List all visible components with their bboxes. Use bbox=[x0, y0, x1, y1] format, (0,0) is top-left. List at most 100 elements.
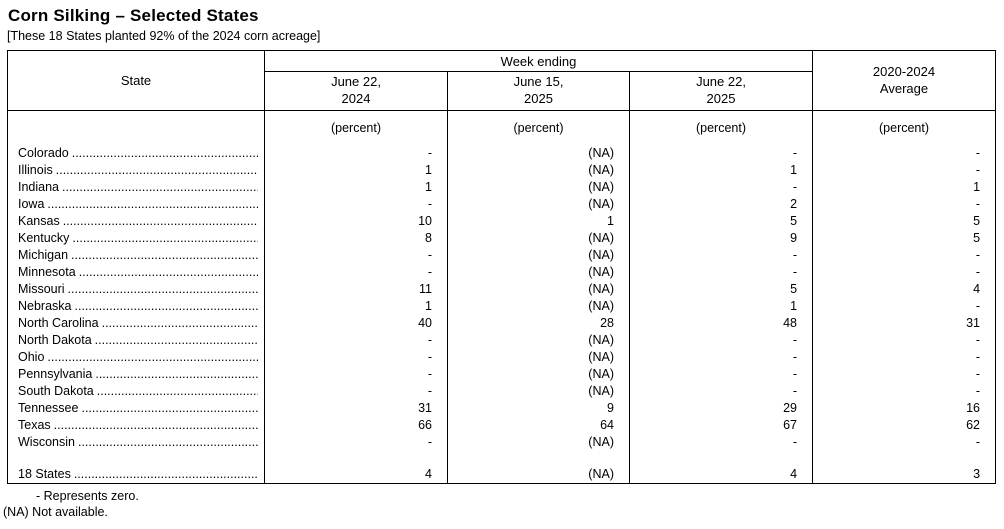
dotted-leader bbox=[95, 366, 258, 383]
date-2-line1: June 15, bbox=[513, 74, 564, 90]
unit-cell-3: (percent) bbox=[628, 110, 813, 145]
value-cell bbox=[812, 450, 996, 464]
state-name: North Dakota bbox=[18, 332, 92, 347]
state-name: Michigan bbox=[18, 247, 69, 262]
value-cell: 1 bbox=[264, 161, 448, 179]
state-name-cell: Minnesota bbox=[8, 264, 265, 281]
value-cell bbox=[628, 450, 813, 464]
value-cell: - bbox=[264, 348, 448, 366]
value-cell: 5 bbox=[812, 229, 996, 247]
state-name: South Dakota bbox=[18, 383, 94, 398]
value-cell: - bbox=[264, 331, 448, 349]
value-cell: - bbox=[812, 433, 996, 451]
table-row: Wisconsin-(NA)-- bbox=[8, 433, 996, 451]
state-name-cell: Pennsylvania bbox=[8, 366, 265, 383]
value-cell: 48 bbox=[628, 314, 813, 332]
value-cell: (NA) bbox=[447, 348, 630, 366]
value-cell: 64 bbox=[447, 416, 630, 434]
value-cell: 28 bbox=[447, 314, 630, 332]
dotted-leader bbox=[71, 247, 258, 264]
state-name-cell: Nebraska bbox=[8, 298, 265, 315]
page-title: Corn Silking – Selected States bbox=[8, 6, 259, 25]
table-row: Minnesota-(NA)-- bbox=[8, 263, 996, 281]
table-row: Nebraska1(NA)1- bbox=[8, 297, 996, 315]
value-cell: - bbox=[628, 246, 813, 264]
header-row-week: State Week ending 2020-2024 Average bbox=[7, 50, 996, 111]
value-cell: - bbox=[628, 144, 813, 162]
value-cell: 1 bbox=[264, 178, 448, 196]
value-cell: - bbox=[264, 246, 448, 264]
value-cell: 66 bbox=[264, 416, 448, 434]
dotted-leader bbox=[79, 264, 258, 281]
value-cell: - bbox=[812, 365, 996, 383]
value-cell: 2 bbox=[628, 195, 813, 213]
value-cell: (NA) bbox=[447, 297, 630, 315]
state-name-cell: Colorado bbox=[8, 145, 265, 162]
dotted-leader bbox=[54, 417, 258, 434]
value-cell: 31 bbox=[264, 399, 448, 417]
table-row: Iowa-(NA)2- bbox=[8, 195, 996, 213]
date-3-line2: 2025 bbox=[706, 91, 736, 106]
dotted-leader bbox=[95, 332, 258, 349]
value-cell: 62 bbox=[812, 416, 996, 434]
header-row-dates: June 22, 2024 June 15, 2025 June 22, 202… bbox=[8, 71, 996, 111]
value-cell: - bbox=[628, 331, 813, 349]
state-name: Iowa bbox=[18, 196, 45, 211]
value-cell: - bbox=[628, 382, 813, 400]
state-column-header: State bbox=[7, 50, 265, 111]
value-cell: - bbox=[812, 195, 996, 213]
value-cell: 5 bbox=[812, 212, 996, 230]
table-row: Ohio-(NA)-- bbox=[8, 348, 996, 366]
value-cell: 31 bbox=[812, 314, 996, 332]
state-name: North Carolina bbox=[18, 315, 99, 330]
value-cell: 5 bbox=[628, 212, 813, 230]
state-name-cell: Texas bbox=[8, 417, 265, 434]
state-name-cell: Missouri bbox=[8, 281, 265, 298]
state-name-cell: Wisconsin bbox=[8, 434, 265, 451]
value-cell: 9 bbox=[628, 229, 813, 247]
table-row: Indiana1(NA)-1 bbox=[8, 178, 996, 196]
table-row: Colorado-(NA)-- bbox=[8, 144, 996, 162]
value-cell: (NA) bbox=[447, 144, 630, 162]
dotted-leader bbox=[81, 400, 258, 417]
value-cell: - bbox=[812, 382, 996, 400]
value-cell: 8 bbox=[264, 229, 448, 247]
average-header-line2: Average bbox=[879, 80, 929, 96]
value-cell: 40 bbox=[264, 314, 448, 332]
value-cell bbox=[447, 450, 630, 464]
value-cell: - bbox=[812, 348, 996, 366]
value-cell: 16 bbox=[812, 399, 996, 417]
subtitle-note: [These 18 States planted 92% of the 2024… bbox=[7, 29, 321, 43]
value-cell: (NA) bbox=[447, 246, 630, 264]
dotted-leader bbox=[56, 162, 258, 179]
value-cell: 11 bbox=[264, 280, 448, 298]
table-row: Kansas10155 bbox=[8, 212, 996, 230]
date-3-line1: June 22, bbox=[696, 74, 746, 90]
value-cell: - bbox=[812, 263, 996, 281]
week-ending-header: Week ending bbox=[263, 50, 813, 72]
value-cell: 4 bbox=[812, 280, 996, 298]
unit-cell-1: (percent) bbox=[264, 110, 448, 145]
unit-row: (percent) (percent) (percent) (percent) bbox=[8, 110, 996, 145]
value-cell: - bbox=[264, 263, 448, 281]
state-name: Minnesota bbox=[18, 264, 76, 279]
value-cell: - bbox=[264, 382, 448, 400]
dotted-leader bbox=[68, 281, 258, 298]
corn-silking-table: State Week ending 2020-2024 Average June… bbox=[7, 50, 997, 484]
value-cell: 10 bbox=[264, 212, 448, 230]
value-cell: - bbox=[264, 144, 448, 162]
value-cell: 1 bbox=[628, 161, 813, 179]
value-cell: - bbox=[812, 144, 996, 162]
value-cell: (NA) bbox=[447, 229, 630, 247]
state-name: Colorado bbox=[18, 145, 69, 160]
state-name-cell: Illinois bbox=[8, 162, 265, 179]
value-cell: 1 bbox=[628, 297, 813, 315]
state-name: 18 States bbox=[18, 467, 71, 481]
unit-cell-2: (percent) bbox=[447, 110, 630, 145]
table-row: Illinois1(NA)1- bbox=[8, 161, 996, 179]
state-name-cell: Indiana bbox=[8, 179, 265, 196]
value-cell: 4 bbox=[628, 463, 813, 484]
state-name: Pennsylvania bbox=[18, 366, 93, 381]
